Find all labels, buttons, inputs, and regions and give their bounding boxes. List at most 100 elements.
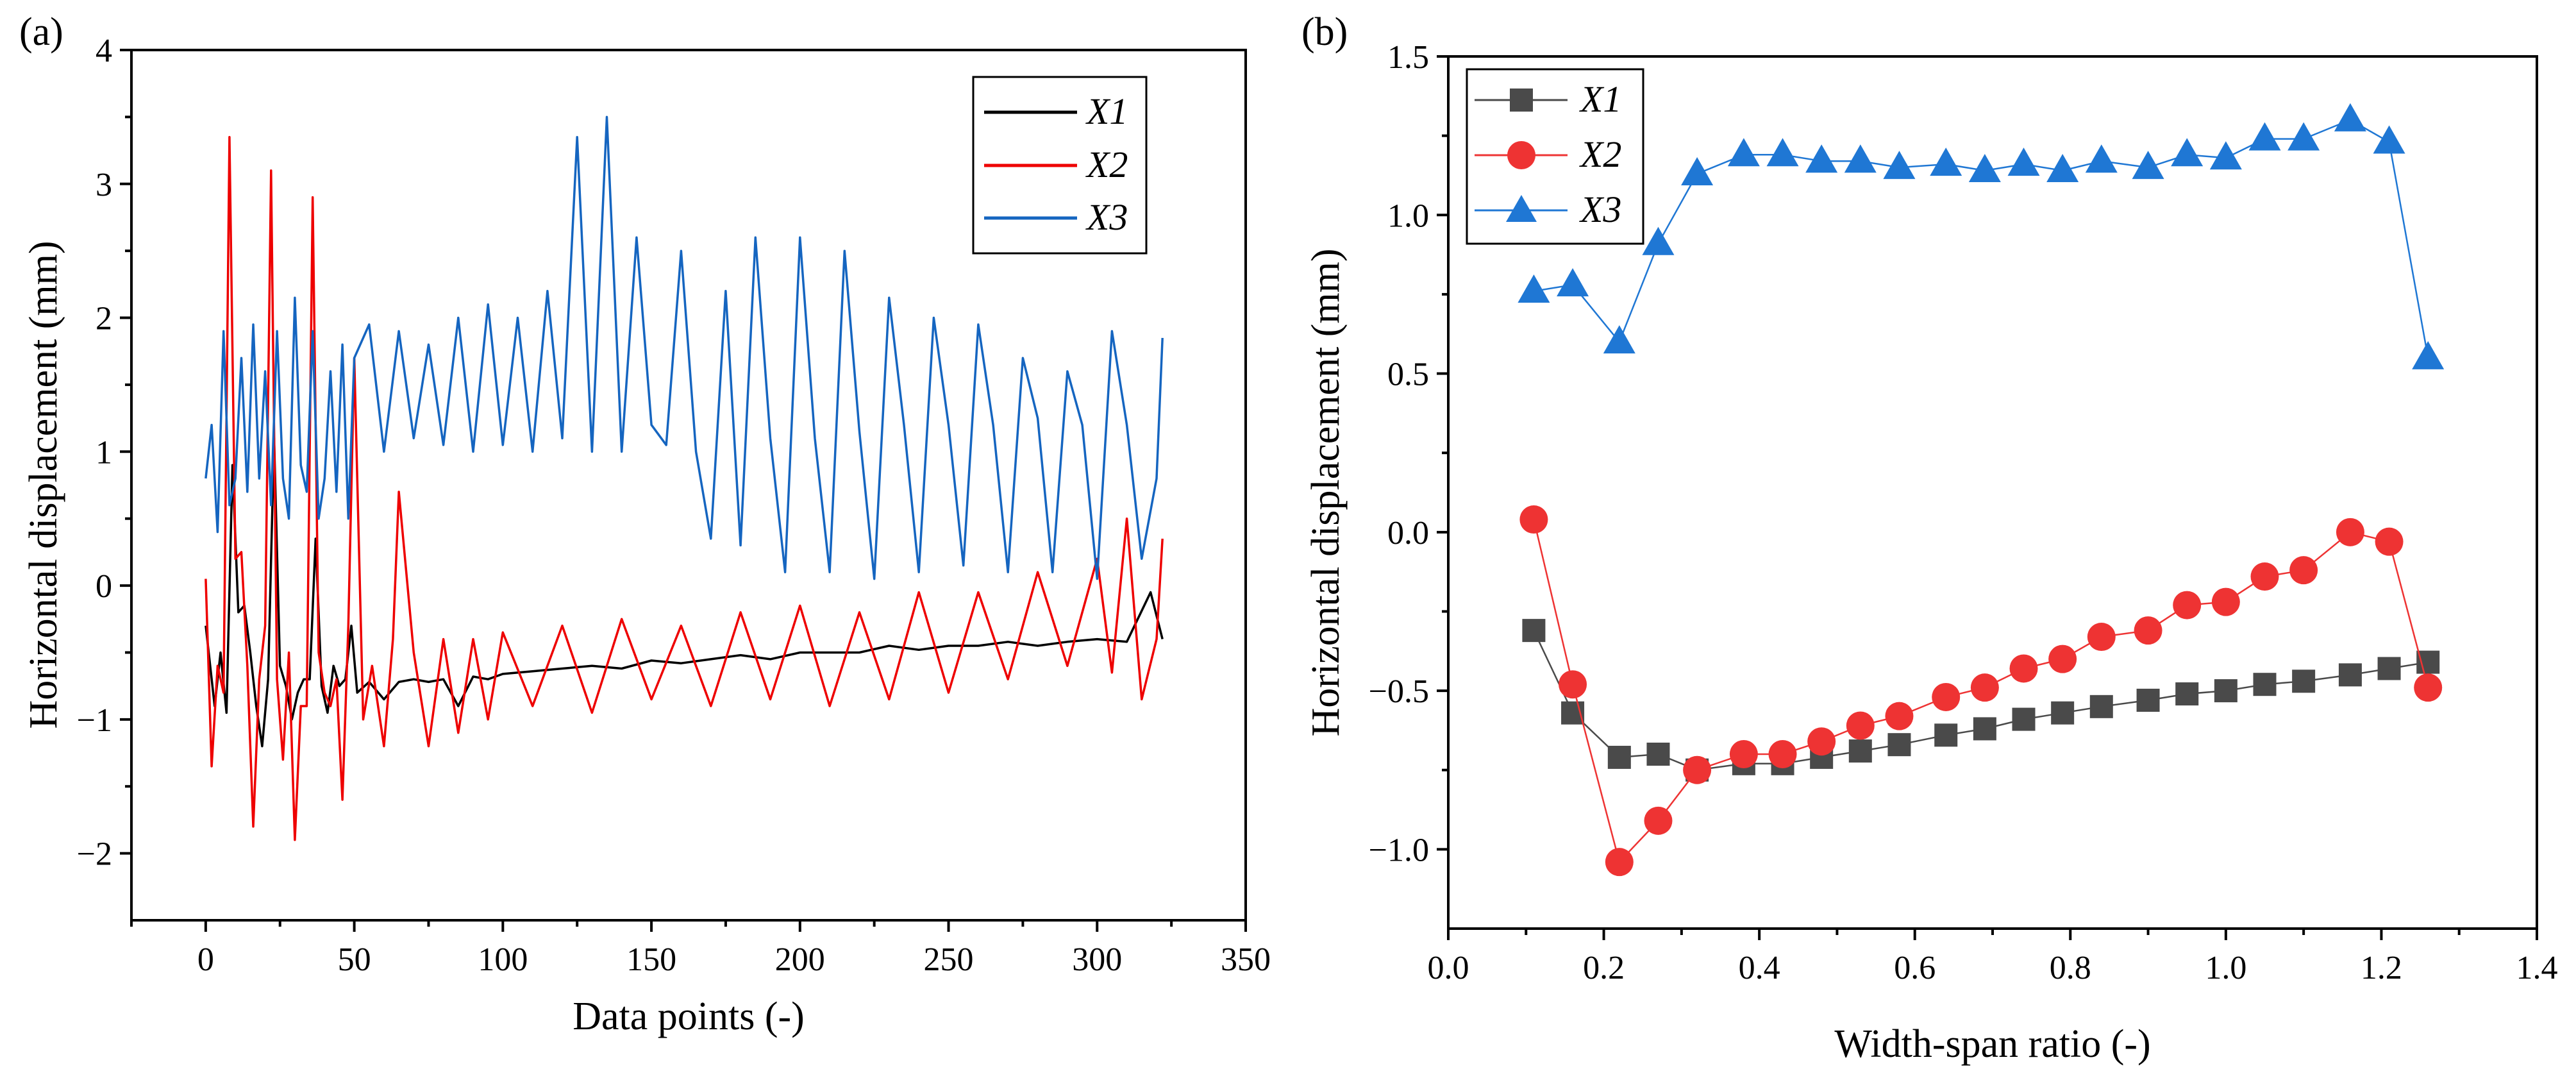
chart-b-series-x2-point bbox=[1519, 505, 1548, 534]
chart-b-xtick-label: 1.0 bbox=[2205, 950, 2246, 986]
chart-b-yticks: −1.0 −0.5 0.0 0.5 1.0 1.5 bbox=[1369, 39, 1448, 868]
chart-b-series-x1-point bbox=[2292, 670, 2316, 693]
chart-b-series-x2-point bbox=[2173, 591, 2202, 619]
chart-b-series-x1-point bbox=[2214, 679, 2237, 703]
chart-b-series-x2-point bbox=[2375, 527, 2404, 556]
chart-b-ytick-label: 1.5 bbox=[1387, 39, 1429, 76]
chart-b-xtick-label: 0.0 bbox=[1428, 950, 1469, 986]
chart-b-series-x1-point bbox=[1973, 717, 1996, 741]
chart-b-series-x1-point bbox=[2175, 682, 2199, 706]
chart-a-xtick-label: 300 bbox=[1072, 941, 1122, 978]
chart-a-panel-label: (a) bbox=[19, 10, 63, 54]
chart-b-panel-label: (b) bbox=[1301, 10, 1348, 54]
chart-b-series-x3-line bbox=[1534, 119, 2429, 358]
chart-a-ytick-label: −2 bbox=[77, 836, 112, 873]
chart-b-series-x2-point bbox=[2289, 556, 2318, 585]
chart-b-series-x3-point bbox=[2132, 151, 2164, 180]
chart-b-ytick-label: −0.5 bbox=[1369, 673, 1429, 710]
chart-b-series-x3-point bbox=[2007, 147, 2040, 176]
chart-a-ytick-label: 2 bbox=[96, 301, 112, 337]
chart-b-series-x1-point bbox=[1522, 619, 1546, 643]
chart-b-series-x1-point bbox=[2089, 695, 2113, 718]
chart-b-series-x2-point bbox=[1644, 806, 1673, 835]
chart-b-series-x3-point bbox=[1681, 156, 1714, 185]
chart-a-xticks: 0 50 100 150 200 250 300 350 bbox=[130, 920, 1271, 978]
chart-b-series-x2-point bbox=[2250, 562, 2279, 591]
chart-a-ylabel: Horizontal displacement (mm) bbox=[22, 241, 65, 729]
chart-b-series-x2-point bbox=[1605, 848, 1634, 877]
chart-b-series-x2-point bbox=[1768, 740, 1797, 768]
chart-b-xtick-label: 0.6 bbox=[1894, 950, 1936, 986]
chart-b-xlabel: Width-span ratio (-) bbox=[1834, 1022, 2150, 1066]
chart-a-legend-label-x3: X3 bbox=[1085, 196, 1128, 238]
chart-b-legend-marker-x1 bbox=[1510, 88, 1533, 112]
chart-b-legend-label-x1: X1 bbox=[1579, 78, 1621, 120]
chart-a-series-x1-line bbox=[205, 437, 1164, 748]
chart-b-series-x2-point bbox=[1932, 682, 1961, 711]
chart-a-xtick-label: 250 bbox=[924, 941, 974, 978]
chart-b-series-x2-point bbox=[2336, 518, 2364, 546]
chart-a-legend: X1 X2 X3 bbox=[972, 76, 1148, 255]
chart-b-series-x3-point bbox=[1603, 325, 1635, 354]
chart-b-series-x1-point bbox=[1848, 739, 1872, 763]
chart-b-series-x2-point bbox=[1885, 702, 1914, 730]
chart-b-series-x3-point bbox=[1518, 274, 1550, 303]
chart-a-xtick-label: 50 bbox=[338, 941, 371, 978]
chart-b-series-x1-point bbox=[1607, 745, 1631, 769]
chart-b-series-x3-point bbox=[1883, 151, 1916, 180]
chart-a-yticks: −2 −1 0 1 2 3 4 bbox=[77, 33, 131, 873]
chart-b-series-x3-point bbox=[1930, 147, 1962, 176]
chart-b-series-x1-point bbox=[1646, 743, 1670, 766]
chart-a-series-x2-line bbox=[205, 135, 1164, 841]
chart-b-legend-label-x2: X2 bbox=[1579, 133, 1621, 175]
chart-b-series-x2-point bbox=[1846, 711, 1875, 740]
chart-b-series-x1-point bbox=[2377, 657, 2401, 680]
chart-b: (b) 0.0 0.2 0.4 0.6 0.8 1.0 1.2 1.4 −1.0 −0.5 0.0… bbox=[1301, 10, 2558, 1066]
chart-b-xtick-label: 0.8 bbox=[2050, 950, 2091, 986]
chart-a-xtick-label: 200 bbox=[775, 941, 825, 978]
chart-b-series-x3-point bbox=[2209, 141, 2242, 170]
chart-a-ytick-label: 0 bbox=[96, 568, 112, 605]
chart-a-xtick-label: 150 bbox=[626, 941, 676, 978]
chart-b-legend-marker-x2 bbox=[1507, 141, 1535, 169]
chart-b-series-x1-point bbox=[2136, 688, 2160, 712]
chart-b-xtick-label: 1.2 bbox=[2361, 950, 2402, 986]
chart-b-series-x2-point bbox=[1683, 755, 1712, 784]
chart-b-series-x2-point bbox=[2048, 645, 2077, 673]
chart-b-series-x3-point bbox=[1727, 138, 1760, 167]
chart-b-series-x3-point bbox=[1805, 144, 1838, 173]
chart-a-ytick-label: 3 bbox=[96, 167, 112, 203]
chart-b-series-x3-point bbox=[1557, 268, 1589, 297]
chart-b-xtick-label: 0.2 bbox=[1583, 950, 1625, 986]
chart-b-series-x3-point bbox=[2085, 144, 2118, 173]
chart-b-legend-label-x3: X3 bbox=[1579, 189, 1621, 230]
chart-a-xtick-label: 0 bbox=[197, 941, 214, 978]
chart-a: (a) 0 50 100 150 200 250 300 350 −2 −1 0 1 2 3 4 Data… bbox=[19, 10, 1271, 1038]
chart-b-series-x2-point bbox=[1729, 740, 1758, 768]
chart-b-ylabel: Horizontal displacement (mm) bbox=[1304, 249, 1348, 737]
chart-b-series-x3-point bbox=[1968, 154, 2001, 183]
chart-a-frame bbox=[130, 49, 1247, 922]
chart-a-xlabel: Data points (-) bbox=[573, 995, 805, 1038]
chart-b-series-x3-point bbox=[1642, 226, 1675, 255]
chart-b-ytick-label: 1.0 bbox=[1387, 198, 1429, 234]
chart-b-series-x2-point bbox=[2414, 673, 2443, 702]
chart-b-series-x1-point bbox=[2051, 701, 2075, 725]
chart-a-series-x3-line bbox=[205, 115, 1164, 580]
chart-b-series-x3-point bbox=[2046, 154, 2079, 183]
chart-b-series-x1-point bbox=[2416, 650, 2440, 674]
chart-a-ytick-label: −1 bbox=[77, 702, 112, 739]
chart-b-series-x2-point bbox=[1970, 673, 1999, 702]
chart-b-legend: X1 X2 X3 bbox=[1466, 68, 1644, 245]
chart-a-ytick-label: 4 bbox=[96, 33, 112, 69]
chart-b-xtick-label: 1.4 bbox=[2516, 950, 2558, 986]
chart-b-ytick-label: −1.0 bbox=[1369, 832, 1429, 868]
chart-a-xtick-label: 100 bbox=[478, 941, 528, 978]
chart-b-series-x3-point bbox=[2248, 122, 2281, 151]
chart-a-xtick-label: 350 bbox=[1221, 941, 1271, 978]
chart-b-series-x1-point bbox=[2338, 663, 2362, 687]
chart-a-legend-label-x2: X2 bbox=[1085, 144, 1128, 185]
chart-b-series-x3-point bbox=[2412, 341, 2445, 369]
chart-b-series-x3-point bbox=[2334, 103, 2366, 131]
